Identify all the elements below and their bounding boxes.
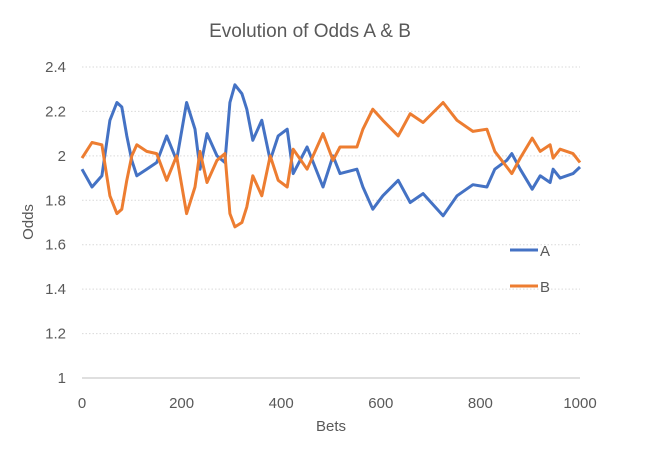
series-line-b — [80, 101, 582, 229]
chart-title: Evolution of Odds A & B — [209, 21, 411, 42]
x-tick-label: 1000 — [563, 395, 596, 412]
y-tick-label: 2 — [58, 148, 66, 165]
x-axis-label: Bets — [316, 418, 346, 435]
y-tick-label: 1.4 — [45, 281, 66, 298]
series-lines — [80, 83, 582, 229]
y-tick-label: 2.2 — [45, 103, 66, 120]
x-tick-label: 800 — [468, 395, 493, 412]
legend: A B — [510, 243, 550, 296]
x-tick-label: 200 — [169, 395, 194, 412]
x-tick-label: 600 — [368, 395, 393, 412]
series-line-a — [80, 83, 582, 218]
y-tick-label: 1.8 — [45, 192, 66, 209]
y-tick-label: 1.2 — [45, 326, 66, 343]
y-tick-label: 1 — [58, 370, 66, 387]
y-tick-label: 1.6 — [45, 237, 66, 254]
gridlines — [82, 66, 580, 379]
legend-label-a: A — [540, 243, 550, 260]
y-axis-ticks: 1 1.2 1.4 1.6 1.8 2 2.2 2.4 — [45, 59, 66, 387]
legend-label-b: B — [540, 279, 550, 296]
y-axis-label: Odds — [20, 204, 37, 240]
x-tick-label: 400 — [269, 395, 294, 412]
y-tick-label: 2.4 — [45, 59, 66, 76]
x-axis-ticks: 0 200 400 600 800 1000 — [78, 395, 597, 412]
x-tick-label: 0 — [78, 395, 86, 412]
